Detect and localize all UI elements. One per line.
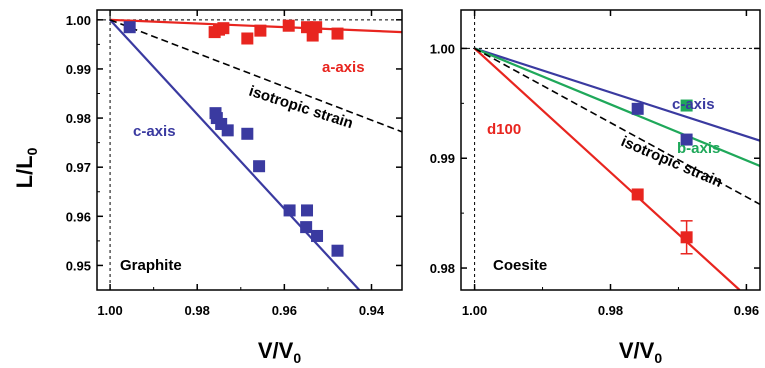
x-tick-label: 1.00 (462, 303, 487, 318)
series-label-b-axis: b-axis (677, 140, 720, 157)
fit-line-d100 (473, 47, 741, 290)
data-point-c-axis (301, 204, 314, 217)
chart-panel-graphite: 1.00 0.98 0.96 0.94 0.95 0.96 0.97 0.98 0.99 1.00… (66, 9, 403, 366)
x-axis-label: V/V0 (619, 338, 662, 366)
data-point-c-axis (680, 133, 693, 146)
data-point-a-axis (217, 22, 230, 35)
data-point-a-axis (282, 19, 295, 32)
data-point-c-axis (221, 124, 234, 137)
plot-frame (96, 9, 403, 291)
fit-line-c-axis (474, 47, 760, 142)
y-tick-label: 1.00 (430, 41, 455, 56)
data-point-c-axis (300, 221, 313, 234)
series-label-c-axis: c-axis (672, 96, 715, 113)
y-tick-label: 0.99 (430, 151, 455, 166)
y-tick-label: 0.99 (66, 62, 91, 77)
data-point-c-axis (311, 229, 324, 242)
fit-line-b-axis (474, 47, 760, 167)
data-point-c-axis (253, 160, 266, 173)
series-label-d100: d100 (487, 121, 521, 138)
data-point-b-axis (680, 99, 693, 112)
y-axis-label: L/L0 (12, 147, 40, 188)
x-tick-label: 0.94 (359, 303, 385, 318)
data-point-d100 (680, 231, 693, 244)
data-point-a-axis (241, 32, 254, 45)
y-tick-label: 0.97 (66, 160, 91, 175)
data-point-c-axis (283, 204, 296, 217)
plot-area (461, 10, 760, 290)
y-tick-label: 0.96 (66, 209, 91, 224)
data-point-c-axis (331, 244, 344, 257)
fit-line-c-axis (109, 19, 361, 290)
x-tick-label: 1.00 (97, 303, 122, 318)
data-point-a-axis (254, 24, 267, 37)
x-tick-label: 0.98 (598, 303, 623, 318)
y-tick-label: 1.00 (66, 13, 91, 28)
series-label-c-axis: c-axis (133, 123, 176, 140)
fit-line-isotropic-strain (109, 19, 402, 133)
x-tick-label: 0.96 (734, 303, 759, 318)
y-tick-label: 0.98 (430, 261, 455, 276)
chart-panel-coesite: 1.00 0.98 0.96 0.98 0.99 1.00 c-axis b-axis d100… (430, 9, 761, 366)
x-tick-label: 0.98 (185, 303, 210, 318)
panel-label: Coesite (493, 257, 547, 274)
data-point-c-axis (241, 127, 254, 140)
plot-area (97, 10, 402, 290)
panel-label: Graphite (120, 257, 182, 274)
y-tick-label: 0.98 (66, 111, 91, 126)
x-axis-label: V/V0 (258, 338, 301, 366)
series-label-a-axis: a-axis (322, 59, 365, 76)
x-tick-label: 0.96 (272, 303, 297, 318)
data-point-c-axis (631, 102, 644, 115)
data-point-d100 (631, 188, 644, 201)
data-point-a-axis (331, 27, 344, 40)
y-tick-label: 0.95 (66, 258, 91, 273)
data-point-c-axis (215, 117, 228, 130)
data-point-a-axis (310, 21, 323, 34)
data-point-c-axis (123, 21, 136, 34)
